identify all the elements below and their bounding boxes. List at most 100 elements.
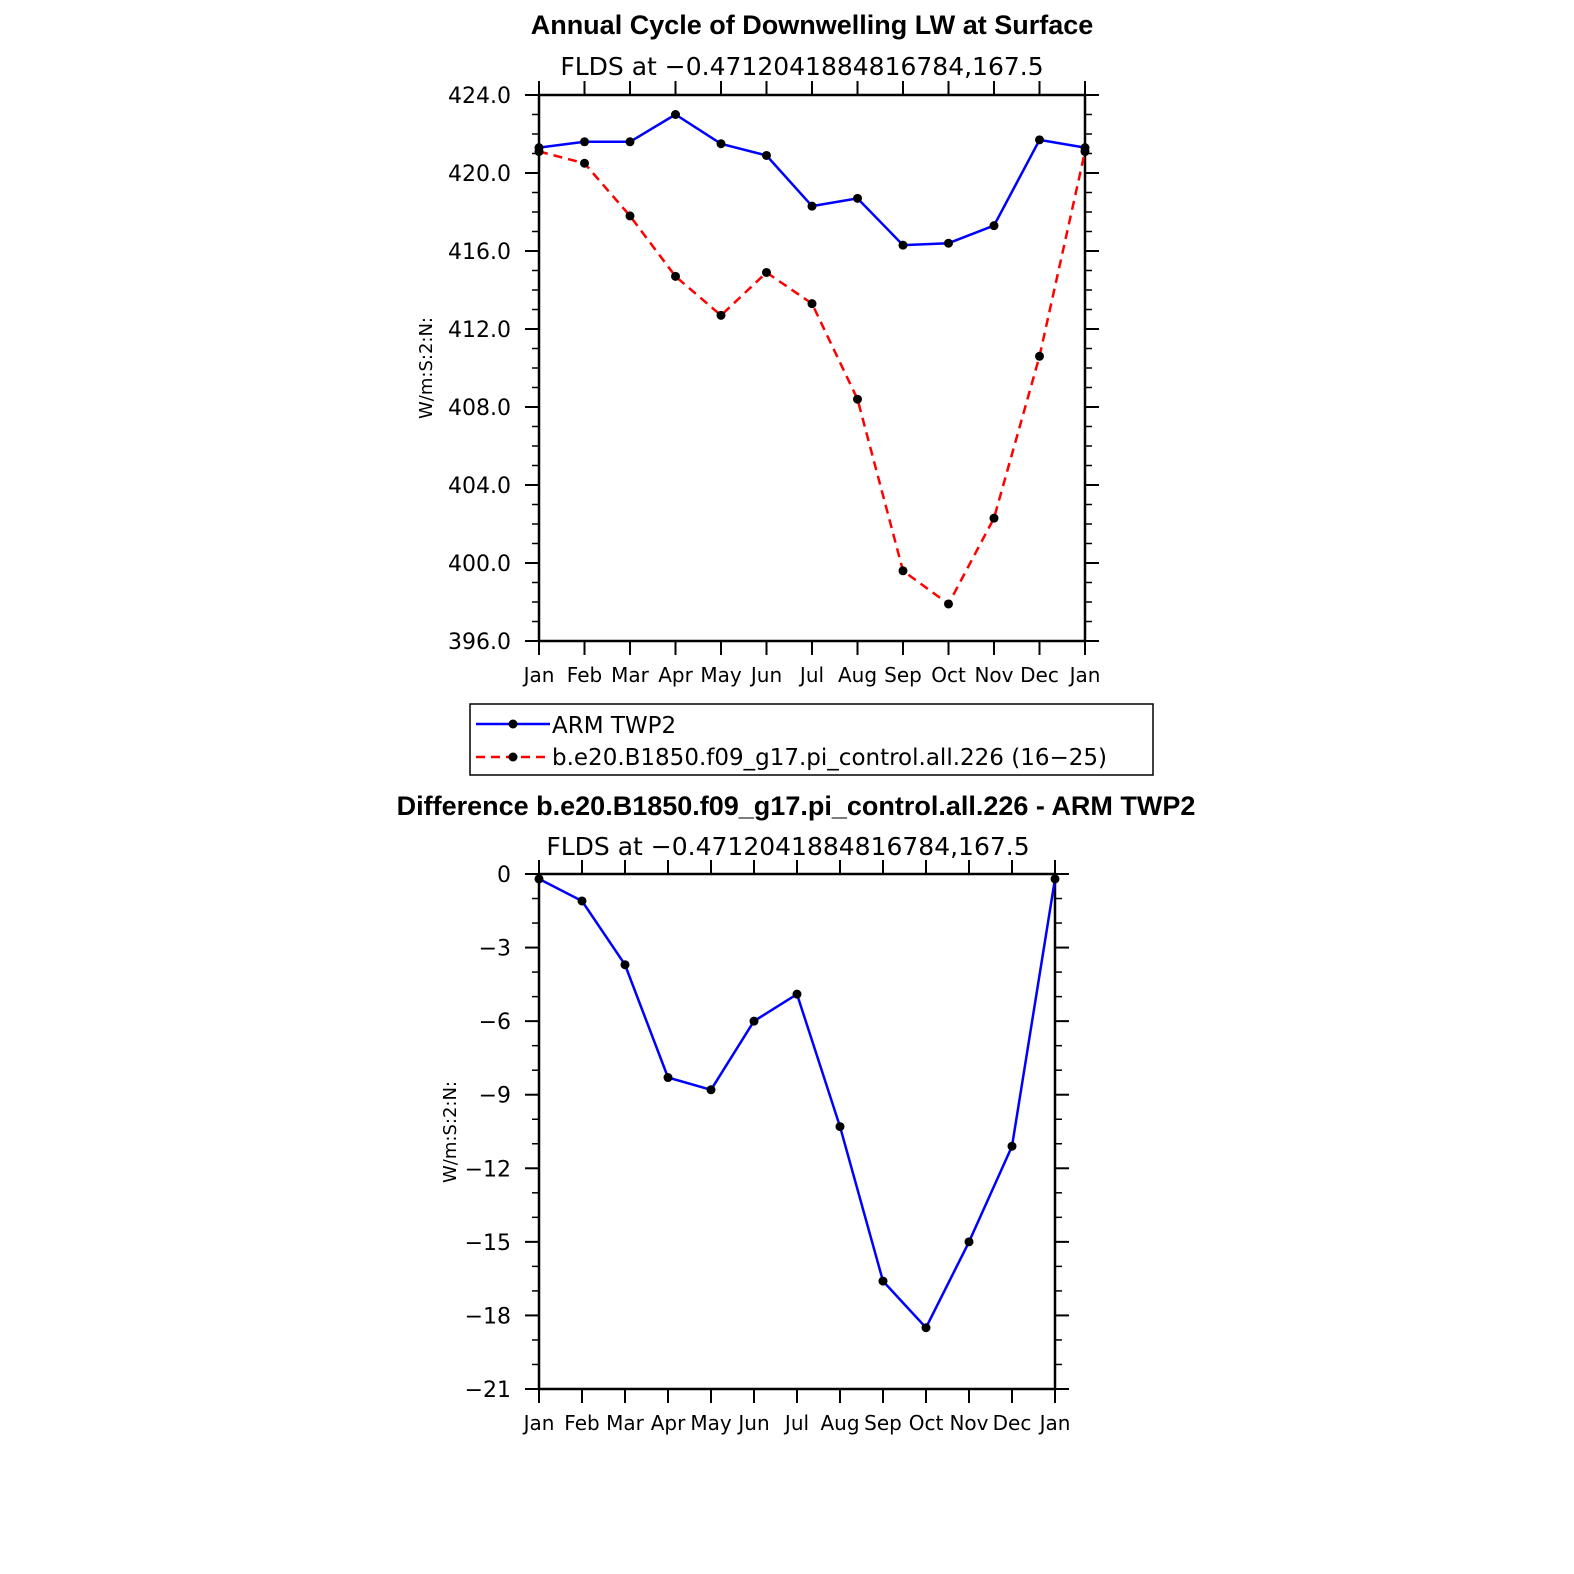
plot-area: Jan Feb Mar Apr May Jun Jul Aug Sep Oct Nov Dec Jan0… [465,860,1071,1435]
data-point [989,513,999,523]
y-tick-label: −15 [465,1231,511,1256]
x-tick-label: Sep [864,1411,902,1435]
y-tick-label: 404.0 [448,474,511,499]
data-point [1035,351,1044,361]
data-point [921,1323,931,1333]
x-tick-label: Jun [749,663,782,687]
data-point [671,110,680,119]
data-point [663,1073,673,1083]
data-point [716,139,726,149]
y-tick-label: −12 [465,1157,511,1182]
series-line-0 [538,877,1057,1329]
data-point [625,137,635,147]
data-point [807,201,817,211]
data-point [625,211,635,221]
data-point [807,299,817,309]
x-tick-label: Aug [820,1411,859,1435]
x-tick-label: Feb [567,663,602,687]
data-point [944,599,953,609]
x-tick-label: Jan [522,1411,555,1435]
y-tick-label: −6 [479,1010,511,1035]
annual-cycle-chart: Annual Cycle of Downwelling LW at Surfac… [416,10,1100,687]
data-point [853,394,862,404]
series-line-1 [538,150,1087,606]
plot-area: Jan Feb Mar Apr May Jun Jul Aug Sep Oct Nov Dec Jan 3… [448,81,1100,687]
x-tick-label: May [690,1411,732,1435]
data-point [749,1016,759,1026]
x-tick-label: Jan [1068,663,1101,687]
data-point [1050,874,1060,884]
legend-marker-arm [508,719,518,729]
data-point [989,221,999,231]
data-point [534,874,544,884]
difference-chart: Difference b.e20.B1850.f09_g17.pi_contro… [397,791,1196,1435]
data-point [620,960,630,970]
y-tick-label: −9 [479,1084,511,1109]
y-tick-label: 420.0 [448,162,511,187]
y-tick-label: 400.0 [448,552,511,577]
legend-box [469,703,1154,776]
y-tick-label: −18 [465,1304,511,1329]
x-tick-label: May [700,663,742,687]
x-tick-label: Jul [783,1411,809,1435]
y-axis-label: W/m:S:2:N: [416,317,437,419]
y-tick-label: 396.0 [448,630,511,655]
plot-frame [537,93,1087,643]
data-point [716,310,726,320]
y-tick-label: 416.0 [448,240,511,265]
data-point [580,158,589,168]
data-point [1007,1141,1017,1151]
data-point [1080,147,1090,157]
data-point [534,147,544,157]
series-line-0 [538,113,1086,247]
x-tick-label: Jan [522,663,555,687]
x-tick-label: Nov [974,663,1013,687]
y-tick-label: 424.0 [448,84,511,109]
x-tick-label: Apr [651,1411,686,1435]
x-tick-label: Nov [949,1411,988,1435]
y-tick-label: 408.0 [448,396,511,421]
x-tick-label: Jan [1038,1411,1071,1435]
data-point [944,238,953,248]
data-point [898,566,908,576]
x-tick-label: Mar [606,1411,645,1435]
y-tick-label: 412.0 [448,318,511,343]
data-point [762,150,771,160]
data-point [1035,135,1044,145]
data-point [878,1276,888,1286]
data-point [835,1122,845,1132]
x-tick-label: Aug [838,663,877,687]
legend-marker-model [508,752,518,762]
x-tick-label: Feb [564,1411,599,1435]
x-tick-label: Jul [798,663,824,687]
chart-title: Annual Cycle of Downwelling LW at Surfac… [531,10,1094,40]
legend-label-model: b.e20.B1850.f09_g17.pi_control.all.226 (… [552,745,1107,771]
y-tick-label: −3 [479,937,511,962]
x-tick-label: Mar [611,663,650,687]
x-tick-label: Dec [1020,663,1059,687]
x-tick-label: Apr [658,663,693,687]
chart-title: Difference b.e20.B1850.f09_g17.pi_contro… [397,791,1196,821]
data-point [792,989,802,999]
data-point [671,271,680,281]
data-point [898,240,908,250]
data-point [762,267,771,277]
legend: ARM TWP2 b.e20.B1850.f09_g17.pi_control.… [469,703,1154,776]
data-point [964,1237,974,1247]
x-tick-label: Jun [736,1411,769,1435]
chart-subtitle: FLDS at −0.4712041884816784,167.5 [546,832,1029,861]
legend-label-arm: ARM TWP2 [552,713,676,739]
data-point [580,137,589,147]
chart-subtitle: FLDS at −0.4712041884816784,167.5 [560,52,1043,81]
x-tick-label: Sep [884,663,922,687]
x-tick-label: Oct [909,1411,944,1435]
y-tick-label: −21 [465,1378,511,1403]
y-tick-label: 0 [497,863,511,888]
y-axis-label: W/m:S:2:N: [440,1081,461,1183]
x-tick-label: Dec [993,1411,1032,1435]
data-point [706,1085,716,1095]
data-point [577,896,587,906]
data-point [853,193,862,203]
x-tick-label: Oct [931,663,966,687]
